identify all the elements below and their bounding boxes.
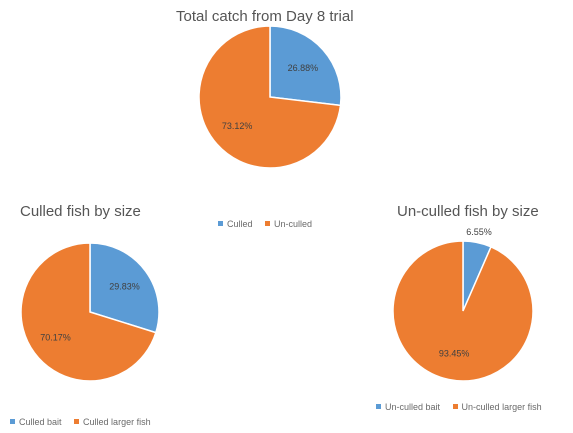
chart-title-un-culled-by-size: Un-culled fish by size (397, 203, 539, 220)
pie-slice-un-culled (198, 25, 342, 169)
legend-item-culled: Culled (218, 219, 253, 229)
legend-item-culled-bait: Culled bait (10, 417, 62, 427)
legend-swatch-un-culled-bait (376, 404, 381, 409)
legend-item-culled-larger-fish: Culled larger fish (74, 417, 151, 427)
data-label-un-culled-bait: 6.55% (466, 227, 492, 237)
legend-un-culled-by-size: Un-culled bait Un-culled larger fish (376, 402, 552, 412)
data-label-un-culled-larger-fish: 93.45% (439, 348, 470, 358)
pie-slice-culled-larger-fish (20, 242, 157, 382)
chart-title-culled-by-size: Culled fish by size (20, 203, 141, 220)
legend-swatch-culled-larger-fish (74, 419, 80, 424)
pie-chart-un-culled-by-size: 6.55% 93.45% (392, 227, 534, 382)
data-label-culled-bait: 29.83% (109, 282, 140, 292)
pie-chart-culled-by-size: 29.83% 70.17% (20, 242, 160, 382)
legend-swatch-un-culled (265, 221, 271, 226)
data-label-culled: 26.88% (288, 63, 319, 73)
chart-title-total-catch: Total catch from Day 8 trial (176, 8, 354, 25)
legend-total-catch: Culled Un-culled (218, 219, 322, 229)
data-label-culled-larger-fish: 70.17% (40, 332, 71, 342)
pie-slice-culled-bait (89, 242, 160, 334)
legend-item-un-culled-bait: Un-culled bait (376, 402, 440, 412)
legend-item-un-culled: Un-culled (265, 219, 312, 229)
legend-swatch-culled-bait (10, 419, 15, 424)
legend-swatch-un-culled-larger-fish (452, 404, 458, 409)
pie-slice-un-culled-larger-fish (392, 240, 534, 382)
legend-label-culled-larger-fish: Culled larger fish (83, 417, 151, 427)
pie-chart-total-catch: 26.88% 73.12% (198, 25, 342, 169)
legend-culled-by-size: Culled bait Culled larger fish (10, 417, 161, 427)
legend-label-un-culled-bait: Un-culled bait (385, 402, 441, 412)
legend-label-un-culled-larger-fish: Un-culled larger fish (461, 402, 542, 412)
legend-label-culled: Culled (227, 219, 253, 229)
pie-slice-culled (269, 25, 342, 107)
legend-label-un-culled: Un-culled (274, 219, 313, 229)
legend-item-un-culled-larger-fish: Un-culled larger fish (452, 402, 542, 412)
legend-label-culled-bait: Culled bait (19, 417, 62, 427)
legend-swatch-culled (218, 221, 223, 226)
data-label-un-culled: 73.12% (222, 121, 253, 131)
